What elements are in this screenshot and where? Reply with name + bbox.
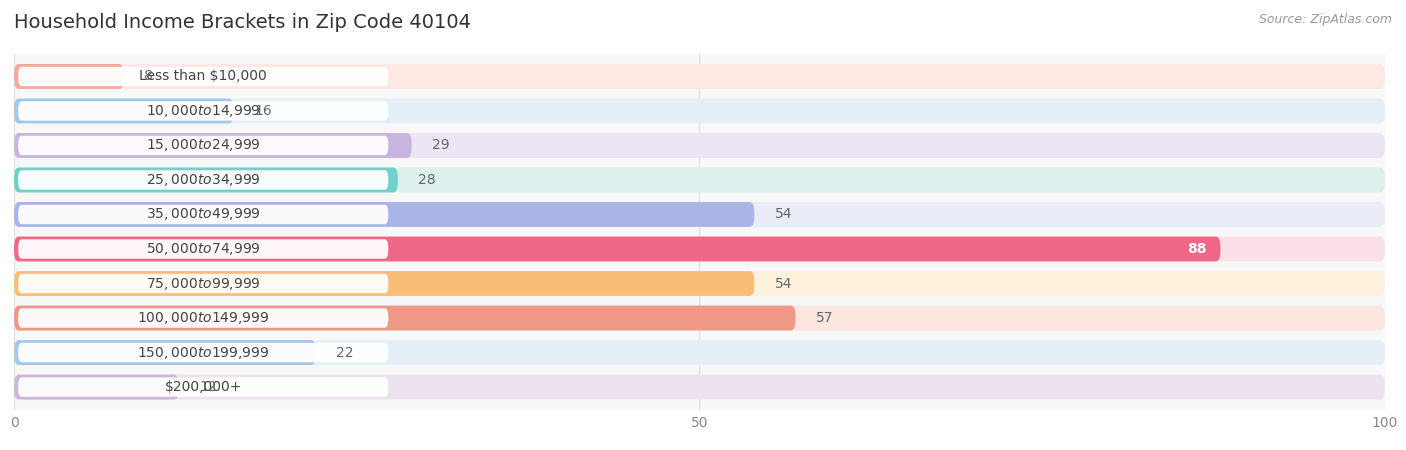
FancyBboxPatch shape bbox=[14, 99, 1385, 123]
FancyBboxPatch shape bbox=[14, 306, 1385, 330]
Text: $150,000 to $199,999: $150,000 to $199,999 bbox=[136, 345, 270, 360]
FancyBboxPatch shape bbox=[14, 306, 796, 330]
Text: 28: 28 bbox=[419, 173, 436, 187]
Text: 54: 54 bbox=[775, 276, 793, 291]
FancyBboxPatch shape bbox=[14, 202, 1385, 227]
FancyBboxPatch shape bbox=[14, 340, 1385, 365]
Text: Less than $10,000: Less than $10,000 bbox=[139, 69, 267, 83]
FancyBboxPatch shape bbox=[14, 271, 1385, 296]
FancyBboxPatch shape bbox=[14, 340, 315, 365]
Text: $10,000 to $14,999: $10,000 to $14,999 bbox=[146, 103, 260, 119]
FancyBboxPatch shape bbox=[14, 167, 398, 193]
FancyBboxPatch shape bbox=[14, 237, 1385, 261]
FancyBboxPatch shape bbox=[14, 64, 1385, 89]
FancyBboxPatch shape bbox=[18, 67, 388, 86]
FancyBboxPatch shape bbox=[18, 378, 388, 397]
FancyBboxPatch shape bbox=[14, 202, 754, 227]
FancyBboxPatch shape bbox=[14, 64, 124, 89]
FancyBboxPatch shape bbox=[14, 133, 1385, 158]
FancyBboxPatch shape bbox=[14, 375, 1385, 400]
Text: $50,000 to $74,999: $50,000 to $74,999 bbox=[146, 241, 260, 257]
Text: $75,000 to $99,999: $75,000 to $99,999 bbox=[146, 275, 260, 292]
FancyBboxPatch shape bbox=[18, 101, 388, 121]
FancyBboxPatch shape bbox=[18, 136, 388, 155]
FancyBboxPatch shape bbox=[18, 205, 388, 224]
Text: 22: 22 bbox=[336, 346, 354, 360]
FancyBboxPatch shape bbox=[14, 375, 179, 400]
FancyBboxPatch shape bbox=[14, 133, 412, 158]
Text: 16: 16 bbox=[254, 104, 271, 118]
Text: $200,000+: $200,000+ bbox=[165, 380, 242, 394]
FancyBboxPatch shape bbox=[18, 343, 388, 362]
Text: $15,000 to $24,999: $15,000 to $24,999 bbox=[146, 137, 260, 153]
Text: Household Income Brackets in Zip Code 40104: Household Income Brackets in Zip Code 40… bbox=[14, 14, 471, 32]
FancyBboxPatch shape bbox=[18, 170, 388, 189]
Text: 88: 88 bbox=[1187, 242, 1206, 256]
FancyBboxPatch shape bbox=[14, 237, 1220, 261]
FancyBboxPatch shape bbox=[14, 99, 233, 123]
Text: Source: ZipAtlas.com: Source: ZipAtlas.com bbox=[1258, 14, 1392, 27]
Text: 57: 57 bbox=[815, 311, 834, 325]
FancyBboxPatch shape bbox=[18, 274, 388, 293]
FancyBboxPatch shape bbox=[14, 167, 1385, 193]
Text: 12: 12 bbox=[200, 380, 217, 394]
Text: $35,000 to $49,999: $35,000 to $49,999 bbox=[146, 207, 260, 222]
FancyBboxPatch shape bbox=[14, 271, 754, 296]
Text: $25,000 to $34,999: $25,000 to $34,999 bbox=[146, 172, 260, 188]
Text: 54: 54 bbox=[775, 207, 793, 221]
FancyBboxPatch shape bbox=[18, 308, 388, 328]
Text: 8: 8 bbox=[145, 69, 153, 83]
Text: $100,000 to $149,999: $100,000 to $149,999 bbox=[136, 310, 270, 326]
Text: 29: 29 bbox=[432, 139, 450, 153]
FancyBboxPatch shape bbox=[18, 239, 388, 259]
